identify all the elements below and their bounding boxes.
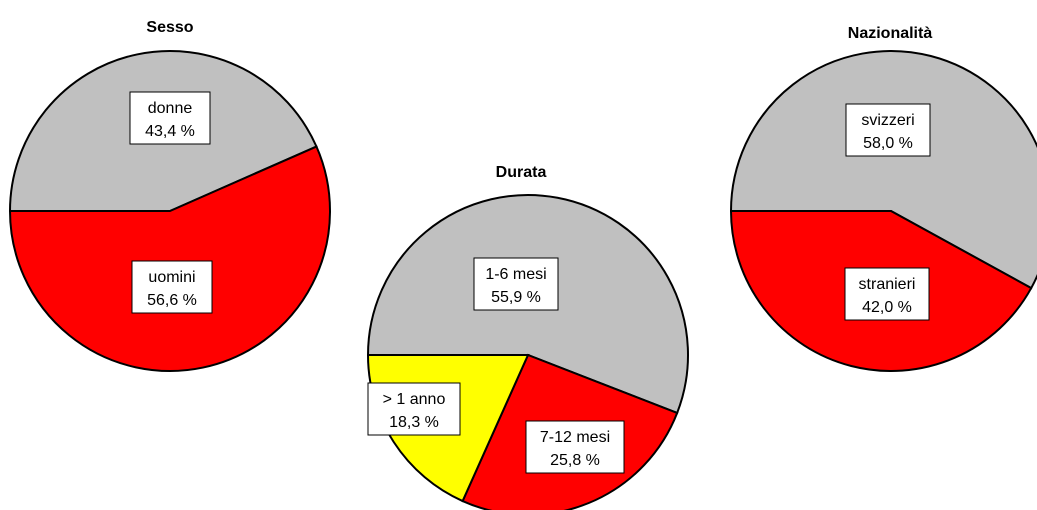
slice-category-label: stranieri [859, 276, 916, 293]
slice-category-label: svizzeri [861, 112, 914, 129]
chart-title: Nazionalità [848, 25, 933, 42]
chart-title: Sesso [146, 19, 193, 36]
slice-category-label: 1-6 mesi [485, 266, 546, 283]
pie-chart-1: Durata 1-6 mesi 55,9 % 7-12 mesi 25,8 % > 1 a… [366, 164, 689, 510]
slice-label: stranieri 42,0 % [844, 267, 930, 321]
slice-label: 1-6 mesi 55,9 % [473, 257, 559, 311]
slice-value-label: 43,4 % [145, 123, 195, 140]
slice-value-label: 42,0 % [862, 299, 912, 316]
slice-label: 7-12 mesi 25,8 % [525, 420, 625, 474]
slice-category-label: 7-12 mesi [540, 429, 610, 446]
pie-chart-0: Sesso donne 43,4 % uomini 56,6 % [8, 19, 331, 372]
slice-value-label: 56,6 % [147, 292, 197, 309]
slice-label: uomini 56,6 % [131, 260, 213, 314]
slice-label: donne 43,4 % [129, 91, 211, 145]
pie-slice-uomini [8, 145, 331, 372]
pie-slice-svizzeri [729, 50, 1037, 290]
slice-category-label: uomini [148, 269, 195, 286]
chart-title: Durata [496, 164, 547, 181]
pie-chart-2: Nazionalità svizzeri 58,0 % stranieri 42,0 % [729, 25, 1037, 372]
slice-category-label: donne [148, 100, 193, 117]
slice-label: svizzeri 58,0 % [845, 103, 931, 157]
slice-label: > 1 anno 18,3 % [367, 382, 461, 436]
slice-category-label: > 1 anno [383, 391, 446, 408]
slice-value-label: 18,3 % [389, 414, 439, 431]
slice-value-label: 58,0 % [863, 135, 913, 152]
slice-value-label: 25,8 % [550, 452, 600, 469]
slice-value-label: 55,9 % [491, 289, 541, 306]
